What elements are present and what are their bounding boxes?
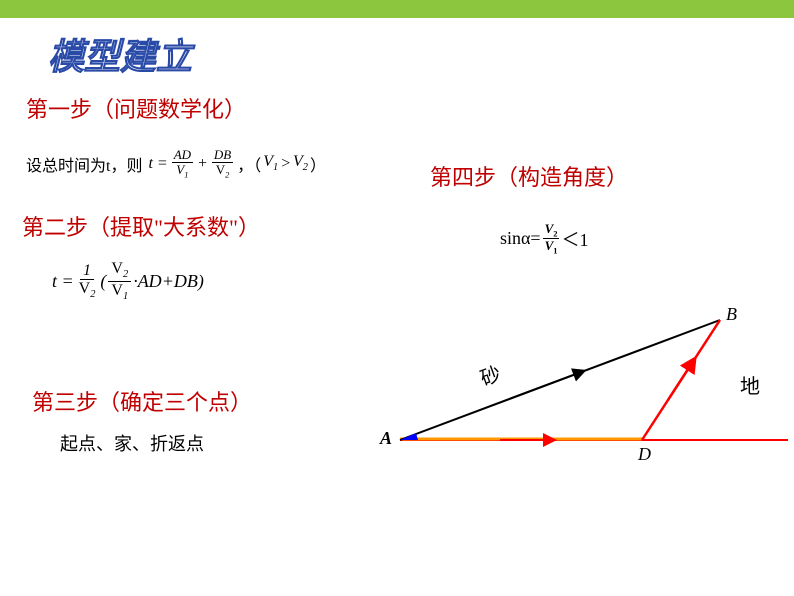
step1-cond-open: ，（ [237, 152, 261, 176]
step2-term2: DB [174, 271, 198, 292]
step1-formula: 设总时间为t，则 t = AD V1 + DB V2 ，（ V1 > V2 ） [26, 148, 326, 179]
page-title: 模型建立 [48, 28, 192, 80]
step2-coef: 1 V2 [76, 262, 99, 301]
step2-ratio: V2 V1 [108, 260, 131, 302]
step1-v1: V1 [263, 153, 278, 173]
step4-frac: V2 V1 [543, 222, 560, 256]
step2-plus: + [162, 271, 174, 292]
step3-body: 起点、家、折返点 [60, 430, 204, 456]
step2-close: ) [198, 271, 204, 292]
step2-formula: t = 1 V2 ( V2 V1 · AD + DB ) [52, 260, 204, 302]
step1-heading: 第一步（问题数学化） [26, 92, 246, 124]
label-ground: 地 [740, 370, 760, 399]
step1-cond-close: ） [310, 152, 326, 176]
step2-lhs: t = [52, 271, 74, 292]
top-bar [0, 0, 794, 18]
step3-heading: 第三步（确定三个点） [32, 385, 252, 417]
label-B: B [726, 304, 737, 325]
step1-plus: + [197, 155, 208, 173]
diagram-svg [380, 300, 790, 500]
step4-heading: 第四步（构造角度） [430, 160, 628, 192]
step4-tail: ＜1 [561, 226, 588, 252]
step2-term1: AD [138, 271, 162, 292]
label-A: A [380, 428, 392, 449]
step4-lhs: sinα= [500, 228, 541, 249]
diagram: A B D 砂 地 [380, 300, 790, 500]
step1-gt: > [280, 155, 291, 173]
step4-formula: sinα= V2 V1 ＜1 [500, 222, 588, 256]
step1-lead: 设总时间为t，则 [26, 152, 142, 176]
step1-v2: V2 [293, 153, 308, 173]
step1-frac2: DB V2 [212, 148, 233, 179]
step1-frac1: AD V1 [172, 148, 193, 179]
step2-heading: 第二步（提取"大系数"） [22, 210, 260, 242]
step2-open: ( [100, 271, 106, 292]
label-D: D [638, 444, 651, 465]
step1-lhs: t = [148, 155, 167, 173]
